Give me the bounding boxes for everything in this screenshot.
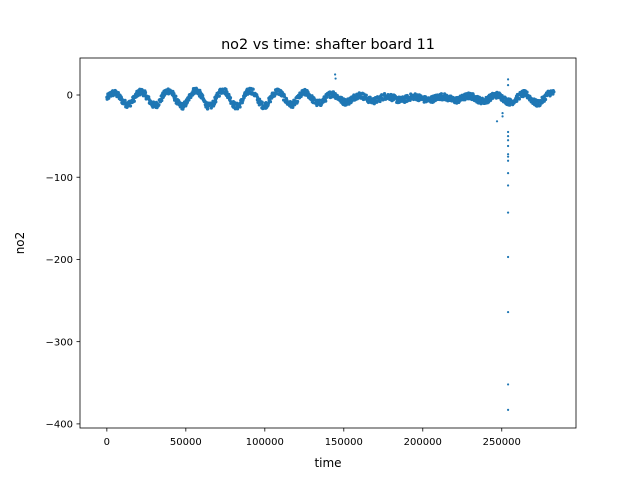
outlier-point xyxy=(506,383,510,386)
data-point xyxy=(143,90,148,95)
data-point xyxy=(350,99,354,103)
data-point xyxy=(251,87,255,91)
y-tick-label: −200 xyxy=(46,255,73,266)
outlier-point xyxy=(506,155,510,158)
y-tick-label: −300 xyxy=(46,337,73,348)
outlier-point xyxy=(506,135,510,138)
data-point xyxy=(107,96,111,100)
outlier-point xyxy=(506,130,510,134)
data-point xyxy=(174,94,178,98)
outlier-point xyxy=(334,77,337,80)
outlier-point xyxy=(495,120,499,123)
outlier-point xyxy=(506,144,510,148)
plot-area-frame xyxy=(79,57,577,429)
data-point xyxy=(128,104,133,108)
x-tick-label: 150000 xyxy=(325,437,363,448)
outlier-point xyxy=(506,153,510,156)
data-point xyxy=(157,103,161,107)
data-point xyxy=(187,98,191,102)
outlier-point xyxy=(506,310,510,314)
y-tick-label: −400 xyxy=(46,419,73,430)
outlier-point xyxy=(501,111,504,115)
data-point xyxy=(364,93,368,97)
outlier-point xyxy=(506,408,510,412)
x-axis-label: time xyxy=(314,456,341,470)
x-tick-label: 200000 xyxy=(404,437,442,448)
outlier-point xyxy=(506,211,510,214)
data-point xyxy=(525,90,529,94)
y-axis-label: no2 xyxy=(13,232,27,255)
chart-title: no2 vs time: shafter board 11 xyxy=(221,37,435,53)
data-point xyxy=(324,99,328,103)
data-point xyxy=(238,105,242,109)
outlier-point xyxy=(506,78,510,81)
outlier-point xyxy=(506,159,510,162)
data-point xyxy=(260,100,264,104)
data-point xyxy=(123,98,127,102)
outlier-point xyxy=(506,184,510,187)
data-point xyxy=(217,94,221,98)
x-tick-label: 0 xyxy=(104,437,110,448)
data-point xyxy=(206,107,210,111)
data-point xyxy=(214,100,218,104)
outlier-point xyxy=(506,139,510,142)
outlier-point xyxy=(334,73,337,76)
data-point xyxy=(517,97,521,101)
outlier-point xyxy=(506,255,510,259)
outlier-point xyxy=(506,172,510,175)
x-tick-label: 100000 xyxy=(246,437,284,448)
data-point xyxy=(296,99,300,104)
data-point xyxy=(293,103,297,107)
data-points xyxy=(105,73,556,412)
y-axis: 0 −100 −200 −300 −400 xyxy=(46,91,80,430)
data-point xyxy=(172,92,176,96)
data-point xyxy=(508,103,512,107)
data-point xyxy=(439,92,444,96)
data-point xyxy=(201,93,205,98)
data-point xyxy=(548,93,552,97)
data-point xyxy=(220,87,225,91)
data-point xyxy=(149,100,153,104)
data-point xyxy=(552,90,556,94)
data-point xyxy=(543,97,548,102)
y-tick-label: 0 xyxy=(67,91,73,102)
data-point xyxy=(378,99,382,104)
x-tick-label: 250000 xyxy=(483,437,521,448)
x-tick-label: 50000 xyxy=(170,437,202,448)
data-point xyxy=(268,100,273,104)
data-point xyxy=(160,98,164,103)
data-point xyxy=(228,96,233,100)
data-point xyxy=(132,99,136,103)
x-axis: 0 50000 100000 150000 200000 250000 xyxy=(104,428,521,448)
outlier-point xyxy=(506,84,510,87)
y-tick-label: −100 xyxy=(46,173,73,184)
outlier-point xyxy=(501,115,504,118)
